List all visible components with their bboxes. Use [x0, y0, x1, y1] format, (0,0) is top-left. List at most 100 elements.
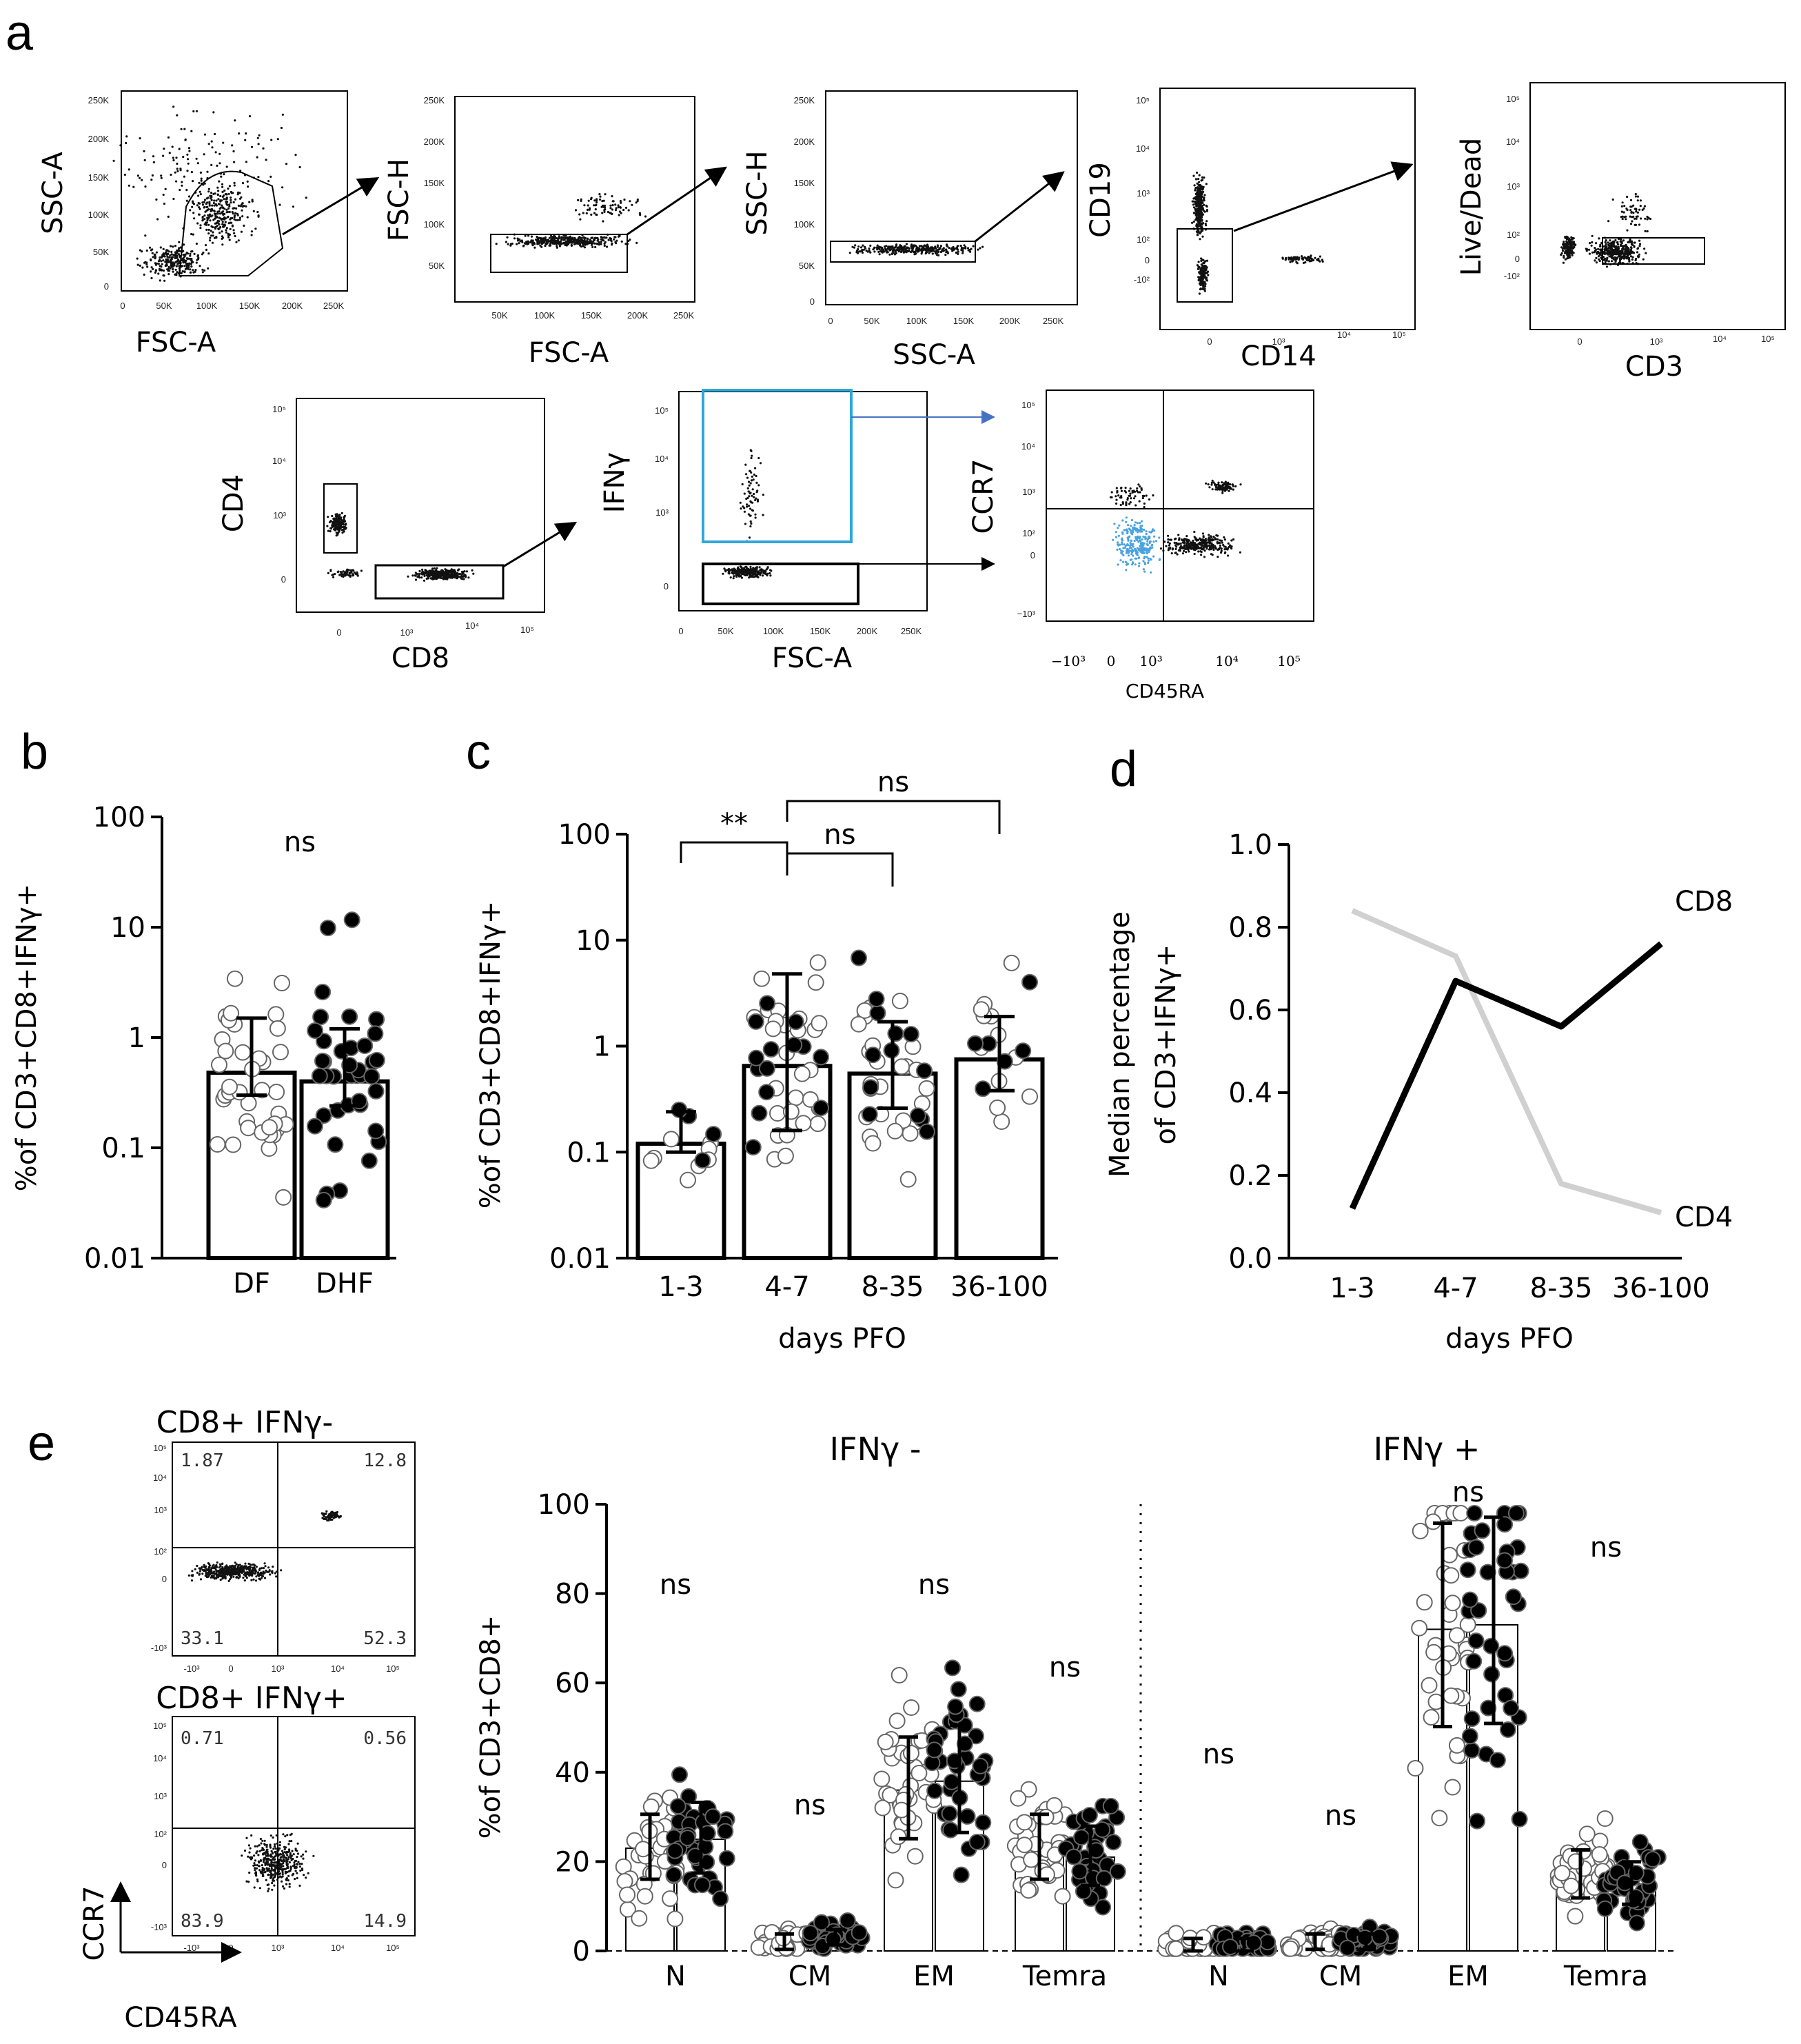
- scatter-dot: [1621, 247, 1624, 250]
- scatter-dot: [941, 248, 944, 251]
- scatter-dot: [1198, 292, 1201, 295]
- x-axis-label: days PFO: [778, 1323, 906, 1355]
- scatter-dot: [1138, 562, 1141, 565]
- scatter-dot: [595, 203, 598, 206]
- scatter-dot: [1158, 536, 1161, 539]
- data-point: [223, 1004, 240, 1022]
- scatter-dot: [754, 516, 757, 519]
- scatter-dot: [460, 570, 464, 574]
- data-point: [274, 975, 290, 991]
- scatter-dot: [1232, 488, 1234, 491]
- scatter-dot: [218, 1570, 221, 1572]
- scatter-dot: [221, 206, 224, 209]
- scatter-dot: [724, 569, 726, 571]
- scatter-dot: [467, 576, 470, 579]
- scatter-dot: [248, 115, 252, 118]
- scatter-dot: [1175, 545, 1178, 548]
- scatter-dot: [1203, 203, 1205, 206]
- scatter-dot: [1136, 487, 1139, 490]
- y-axis-label: CD4: [218, 474, 250, 532]
- scatter-dot: [1168, 544, 1170, 547]
- scatter-dot: [1127, 538, 1130, 540]
- scatter-dot: [175, 265, 178, 267]
- scatter-dot: [172, 105, 175, 108]
- data-point: [899, 1171, 917, 1188]
- scatter-dot: [540, 239, 543, 242]
- scatter-dot: [1618, 260, 1621, 263]
- scatter-dot: [1167, 549, 1170, 552]
- scatter-dot: [1133, 540, 1136, 543]
- scatter-dot: [890, 245, 893, 248]
- scatter-dot: [1223, 538, 1226, 541]
- scatter-dot: [1205, 279, 1208, 282]
- scatter-dot: [204, 1570, 207, 1572]
- scatter-dot: [205, 228, 208, 231]
- scatter-dot: [1563, 243, 1566, 245]
- y-ticks: 0 10³ 10⁴ 10⁵: [655, 405, 669, 591]
- scatter-dot: [150, 258, 152, 261]
- scatter-dot: [1596, 250, 1600, 253]
- scatter-dot: [141, 266, 144, 269]
- scatter-dot: [1565, 240, 1568, 243]
- scatter-dot: [1203, 262, 1205, 265]
- scatter-dot: [878, 253, 881, 256]
- scatter-dot: [150, 270, 152, 273]
- scatter-dot: [461, 572, 464, 576]
- scatter-dot: [1201, 538, 1204, 541]
- y-ticks: -10² 0 10² 10³ 10⁴ 10⁵: [1134, 95, 1150, 285]
- scatter-dot: [1563, 247, 1567, 250]
- scatter-dot: [186, 170, 189, 172]
- scatter-dot: [1635, 223, 1638, 226]
- scatter-dot: [1177, 534, 1180, 536]
- scatter-dot: [1596, 252, 1598, 255]
- scatter-dot: [1638, 239, 1641, 242]
- scatter-dot: [926, 245, 929, 248]
- scatter-dot: [611, 243, 613, 246]
- scatter-dot: [580, 198, 582, 201]
- scatter-dot: [580, 245, 583, 248]
- scatter-dot: [1195, 193, 1198, 196]
- scatter-dot: [220, 219, 223, 221]
- scatter-dot: [330, 1515, 334, 1518]
- scatter-dot: [1224, 545, 1227, 549]
- scatter-dot: [327, 516, 329, 518]
- scatter-dot: [1127, 552, 1130, 554]
- data-point: [211, 1056, 227, 1073]
- scatter-dot: [924, 249, 927, 252]
- scatter-dot: [1635, 215, 1638, 218]
- scatter-dot: [908, 247, 911, 250]
- scatter-dot: [278, 203, 281, 206]
- scatter-dot: [1159, 547, 1163, 550]
- data-point: [809, 1115, 826, 1133]
- scatter-dot: [1193, 184, 1196, 187]
- scatter-dot: [228, 205, 231, 208]
- scatter-dot: [635, 201, 638, 204]
- scatter-dot: [605, 236, 608, 239]
- scatter-dot: [160, 176, 163, 179]
- scatter-dot: [1143, 570, 1146, 573]
- gating-plot-cd45ra-ccr7: CD45RA CCR7 −10³ 0 10³ 10⁴ 10⁵ −10³ 0 10…: [968, 389, 1314, 702]
- scatter-dot: [617, 206, 620, 209]
- scatter-dot: [1643, 247, 1646, 250]
- scatter-dot: [232, 1567, 234, 1570]
- scatter-dot: [749, 482, 752, 485]
- scatter-dot: [227, 188, 230, 190]
- scatter-dot: [748, 570, 751, 573]
- scatter-dot: [638, 212, 642, 214]
- scatter-dot: [1137, 483, 1140, 486]
- scatter-dot: [1128, 554, 1130, 557]
- scatter-dot: [1225, 547, 1228, 550]
- scatter-dot: [223, 198, 225, 201]
- scatter-dot: [170, 264, 172, 267]
- scatter-dot: [207, 1572, 210, 1575]
- scatter-dot: [119, 144, 122, 147]
- scatter-dot: [176, 168, 179, 170]
- scatter-dot: [582, 245, 584, 247]
- scatter-dot: [1629, 246, 1633, 249]
- scatter-dot: [153, 254, 156, 256]
- scatter-dot: [603, 244, 606, 247]
- scatter-dot: [230, 199, 232, 201]
- data-point: [864, 1046, 882, 1064]
- scatter-dot: [1630, 240, 1634, 243]
